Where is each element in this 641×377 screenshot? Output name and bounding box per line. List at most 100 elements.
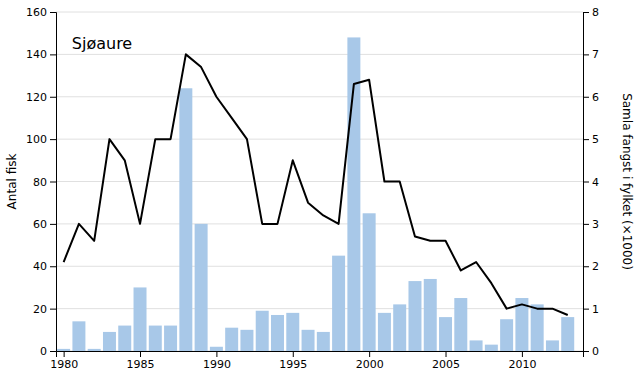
tick: 1985 bbox=[127, 351, 155, 371]
tick-label: 1980 bbox=[50, 358, 78, 371]
y2-axis-title: Samla fangst i fylket (×1000) bbox=[620, 93, 634, 270]
tick: 2005 bbox=[432, 351, 460, 371]
bar bbox=[88, 349, 101, 351]
tick-mark bbox=[50, 224, 56, 225]
tick-mark bbox=[583, 224, 589, 225]
tick: 7 bbox=[583, 48, 599, 61]
tick-label: 5 bbox=[592, 133, 599, 146]
tick-label: 1990 bbox=[203, 358, 231, 371]
tick: 2000 bbox=[356, 351, 384, 371]
axis-line bbox=[57, 352, 584, 358]
tick: 140 bbox=[26, 48, 56, 61]
bar bbox=[72, 321, 85, 351]
chart: 1980 1985 1990 1995 2000 2005 2010 0 20 40 60 80 100… bbox=[0, 0, 641, 377]
tick-label: 1995 bbox=[279, 358, 307, 371]
bar bbox=[103, 332, 116, 351]
tick-label: 6 bbox=[592, 91, 599, 104]
bar bbox=[57, 349, 70, 351]
axis-line bbox=[50, 13, 57, 352]
bar bbox=[546, 340, 559, 351]
tick-mark bbox=[50, 182, 56, 183]
tick-mark bbox=[50, 351, 56, 352]
bar bbox=[225, 328, 238, 351]
tick-mark bbox=[50, 54, 56, 55]
bar bbox=[164, 326, 177, 351]
tick-mark bbox=[50, 309, 56, 310]
bar bbox=[485, 345, 498, 351]
tick-label: 0 bbox=[592, 345, 599, 358]
y2-axis: 0 1 2 3 4 5 6 7 8 bbox=[583, 6, 599, 358]
bar bbox=[240, 330, 253, 351]
tick-label: 20 bbox=[33, 303, 47, 316]
tick-mark bbox=[50, 266, 56, 267]
tick: 80 bbox=[33, 176, 56, 189]
bar bbox=[378, 313, 391, 351]
tick: 100 bbox=[26, 133, 56, 146]
bar bbox=[363, 213, 376, 351]
bar bbox=[561, 317, 574, 351]
tick-label: 2005 bbox=[432, 358, 460, 371]
tick: 8 bbox=[583, 6, 599, 19]
tick: 20 bbox=[33, 303, 56, 316]
tick-mark bbox=[583, 309, 589, 310]
title: Sjøaure bbox=[72, 34, 132, 53]
tick: 6 bbox=[583, 91, 599, 104]
bar bbox=[317, 332, 330, 351]
tick: 4 bbox=[583, 176, 599, 189]
grid-line bbox=[56, 139, 583, 140]
bar bbox=[286, 313, 299, 351]
bar bbox=[470, 340, 483, 351]
tick: 1 bbox=[583, 303, 599, 316]
tick-mark bbox=[216, 351, 217, 357]
grid-line bbox=[56, 181, 583, 182]
tick-label: 8 bbox=[592, 6, 599, 19]
tick: 1995 bbox=[279, 351, 307, 371]
tick-mark bbox=[369, 351, 370, 357]
tick-mark bbox=[583, 139, 589, 140]
tick-label: 60 bbox=[33, 218, 47, 231]
tick-label: 2 bbox=[592, 260, 599, 273]
tick: 1990 bbox=[203, 351, 231, 371]
tick: 1980 bbox=[50, 351, 78, 371]
tick: 60 bbox=[33, 218, 56, 231]
tick-mark bbox=[293, 351, 294, 357]
bar bbox=[302, 330, 315, 351]
tick-mark bbox=[140, 351, 141, 357]
y-axis-title: Antal fisk bbox=[5, 154, 19, 210]
tick-label: 2000 bbox=[356, 358, 384, 371]
bar bbox=[408, 281, 421, 351]
plot: 1980 1985 1990 1995 2000 2005 2010 0 20 40 60 80 100… bbox=[5, 6, 634, 371]
bar bbox=[393, 304, 406, 351]
tick-mark bbox=[583, 266, 589, 267]
tick-label: 3 bbox=[592, 218, 599, 231]
bar bbox=[531, 304, 544, 351]
tick: 0 bbox=[583, 345, 599, 358]
bar bbox=[454, 298, 467, 351]
tick-label: 2010 bbox=[508, 358, 536, 371]
tick: 2010 bbox=[508, 351, 536, 371]
tick: 120 bbox=[26, 91, 56, 104]
tick-mark bbox=[446, 351, 447, 357]
tick-mark bbox=[583, 97, 589, 98]
tick: 2 bbox=[583, 260, 599, 273]
tick-label: 80 bbox=[33, 176, 47, 189]
tick-mark bbox=[50, 12, 56, 13]
x-axis: 1980 1985 1990 1995 2000 2005 2010 bbox=[50, 351, 583, 371]
tick-mark bbox=[64, 351, 65, 357]
bar bbox=[149, 326, 162, 351]
tick-mark bbox=[50, 139, 56, 140]
tick: 160 bbox=[26, 6, 56, 19]
tick-mark bbox=[583, 351, 589, 352]
grid-line bbox=[56, 96, 583, 97]
tick-mark bbox=[522, 351, 523, 357]
tick: 5 bbox=[583, 133, 599, 146]
bar bbox=[210, 347, 223, 351]
grid-line bbox=[56, 54, 583, 55]
tick-mark bbox=[583, 182, 589, 183]
tick: 40 bbox=[33, 260, 56, 273]
bar bbox=[256, 311, 269, 351]
tick-mark bbox=[583, 54, 589, 55]
tick: 3 bbox=[583, 218, 599, 231]
tick-label: 40 bbox=[33, 260, 47, 273]
tick-label: 120 bbox=[26, 91, 47, 104]
